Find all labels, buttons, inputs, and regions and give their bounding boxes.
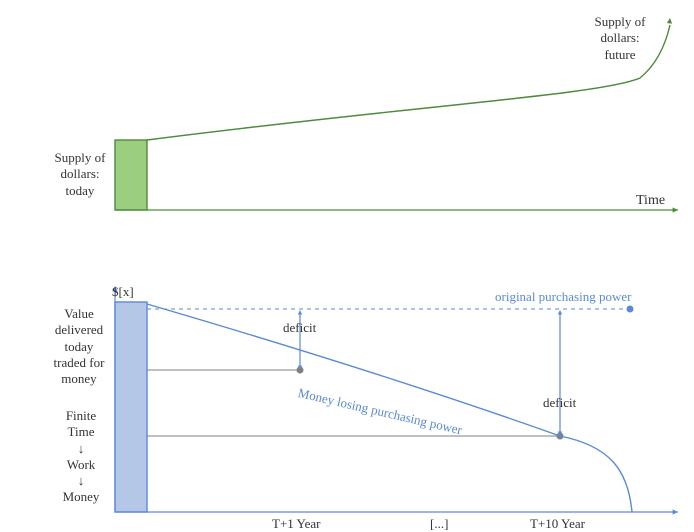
label-supply-today: Supply ofdollars:today: [50, 150, 110, 199]
diagram-stage: Supply ofdollars:today Supply ofdollars:…: [0, 0, 694, 532]
label-original-power: original purchasing power: [495, 289, 631, 305]
label-finite-time: FiniteTime↓Work↓Money: [58, 408, 104, 506]
xtick-1: [...]: [430, 516, 448, 532]
label-deficit-2: deficit: [543, 395, 576, 411]
xtick-0: T+1 Year: [272, 516, 321, 532]
diagram-svg: [0, 0, 694, 532]
label-supply-future: Supply ofdollars:future: [585, 14, 655, 63]
label-time-axis: Time: [636, 192, 665, 210]
label-deficit-1: deficit: [283, 320, 316, 336]
xtick-2: T+10 Year: [530, 516, 585, 532]
label-dollar-x: $[x]: [112, 284, 134, 300]
label-value-delivered: Valuedeliveredtodaytraded formoney: [45, 306, 113, 387]
